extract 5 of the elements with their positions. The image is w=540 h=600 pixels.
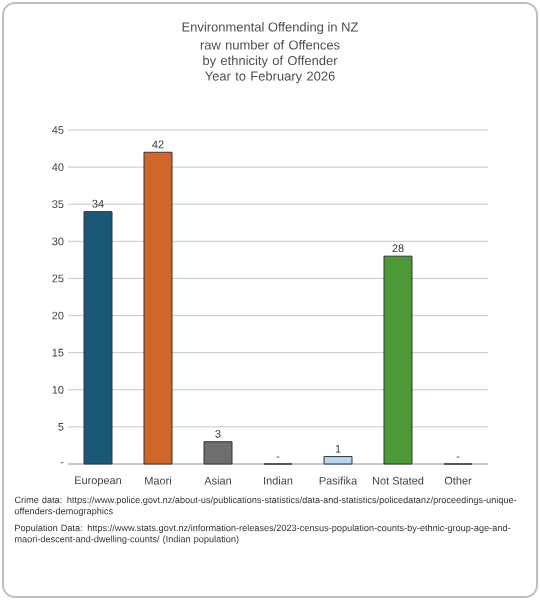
bar	[383, 255, 413, 465]
bar	[203, 441, 233, 465]
bar	[83, 211, 113, 465]
bar	[143, 151, 173, 465]
bar	[323, 456, 353, 465]
